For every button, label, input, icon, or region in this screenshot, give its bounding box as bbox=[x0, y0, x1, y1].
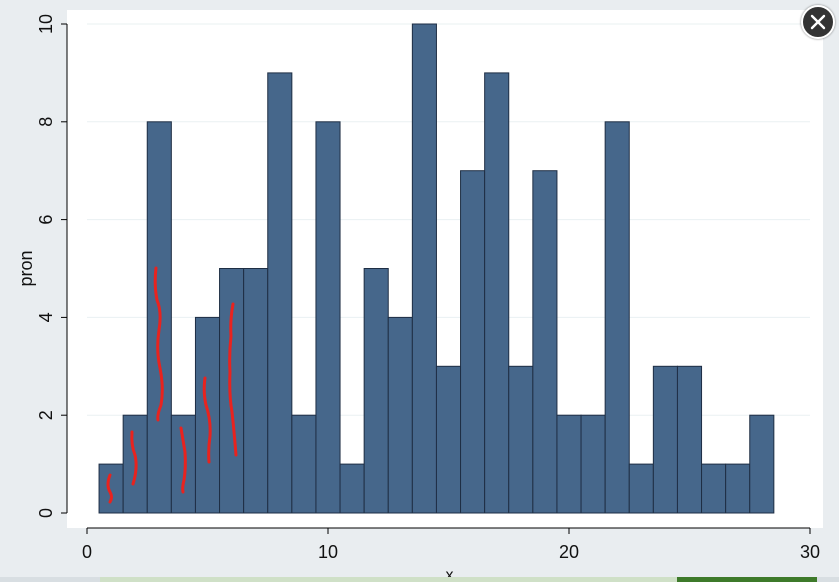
histogram-bar bbox=[315, 121, 341, 514]
close-icon bbox=[810, 14, 826, 30]
y-tick-label: 0 bbox=[36, 508, 56, 518]
histogram-bar bbox=[532, 170, 558, 514]
histogram-bar bbox=[243, 268, 269, 514]
y-axis-title: pron bbox=[16, 250, 36, 286]
histogram-bar bbox=[604, 121, 630, 514]
histogram-bar bbox=[556, 414, 582, 514]
histogram-bar bbox=[749, 414, 775, 514]
histogram-bar bbox=[628, 463, 654, 514]
histogram-bar bbox=[652, 365, 678, 514]
annotation-stroke bbox=[130, 430, 138, 486]
histogram-bar bbox=[339, 463, 365, 514]
histogram-bar bbox=[291, 414, 317, 514]
y-tick-label: 2 bbox=[36, 410, 56, 420]
taskbar-green-area bbox=[677, 577, 817, 582]
annotation-stroke bbox=[228, 302, 238, 457]
histogram-bar bbox=[725, 463, 751, 514]
y-tick-label: 6 bbox=[36, 215, 56, 225]
histogram-bar bbox=[435, 365, 462, 514]
histogram-bar bbox=[170, 414, 196, 514]
y-tick-label: 4 bbox=[36, 312, 56, 322]
annotation-stroke bbox=[153, 266, 164, 422]
annotation-stroke bbox=[202, 376, 212, 464]
histogram-bar bbox=[363, 268, 389, 514]
histogram-bar bbox=[580, 414, 606, 514]
y-tick-label: 8 bbox=[36, 117, 56, 127]
histogram-bar bbox=[701, 463, 727, 514]
histogram-bar bbox=[508, 365, 534, 514]
x-tick-label: 10 bbox=[318, 542, 338, 562]
histogram-bar bbox=[98, 463, 124, 514]
histogram-bar bbox=[267, 72, 293, 514]
annotation-stroke bbox=[106, 473, 113, 504]
histogram-bar bbox=[484, 72, 510, 514]
histogram-bar bbox=[387, 316, 413, 514]
annotation-stroke bbox=[179, 426, 187, 494]
close-button[interactable] bbox=[801, 5, 835, 39]
x-tick-label: 0 bbox=[82, 542, 92, 562]
taskbar-light-area bbox=[100, 577, 677, 582]
y-tick-label: 10 bbox=[36, 14, 56, 34]
histogram-bar bbox=[676, 365, 703, 514]
histogram-bar bbox=[460, 170, 486, 514]
x-tick-label: 20 bbox=[559, 542, 579, 562]
x-axis-title: x bbox=[446, 567, 454, 582]
histogram-bar bbox=[411, 23, 437, 514]
x-tick-label: 30 bbox=[800, 542, 820, 562]
